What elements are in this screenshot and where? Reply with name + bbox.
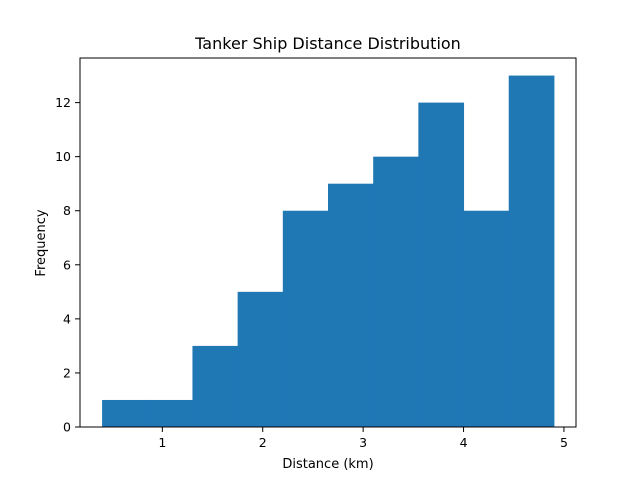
x-tick-label: 2 [259,435,267,450]
y-tick-label: 10 [55,149,71,164]
y-axis: 0 2 4 6 8 10 12 [55,95,80,435]
histogram-bar-2 [147,399,193,427]
y-tick-label: 2 [63,365,71,380]
x-tick-label: 5 [560,435,568,450]
y-tick-label: 8 [63,203,71,218]
x-tick-label: 1 [158,435,166,450]
plot-frame [79,57,577,428]
histogram-bar-10 [508,75,555,428]
histogram-bar-6 [328,183,374,427]
histogram-bar-5 [282,210,329,427]
y-tick-label: 6 [63,257,71,272]
chart-title: Tanker Ship Distance Distribution [194,34,461,53]
y-tick-label: 4 [63,311,71,326]
y-tick-label: 0 [63,420,71,435]
bars-group [102,75,555,428]
y-tick-label: 12 [55,95,71,110]
histogram-bar-8 [418,102,465,427]
histogram-bar-1 [102,399,148,427]
x-axis-label: Distance (km) [282,457,373,472]
histogram-bar-3 [192,345,239,427]
y-axis-label: Frequency [34,209,49,276]
histogram-bar-4 [237,291,284,427]
x-axis: 1 2 3 4 5 [158,427,568,450]
histogram-bar-9 [463,210,510,427]
histogram-bar-7 [373,156,419,427]
x-tick-label: 4 [460,435,468,450]
x-tick-label: 3 [359,435,367,450]
